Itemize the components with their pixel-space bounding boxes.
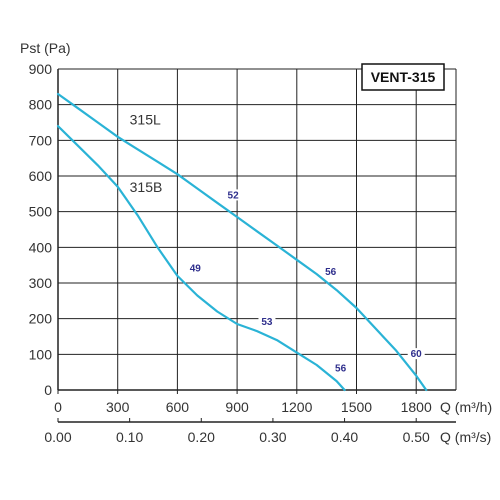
title-box xyxy=(361,63,445,91)
point-label-bg xyxy=(407,348,425,360)
noise-level-label: 56 xyxy=(325,267,337,278)
x-axis-label: Q (m³/h) xyxy=(440,399,492,415)
x2-tick-label: 0.20 xyxy=(188,429,215,445)
y-tick-label: 900 xyxy=(29,61,53,77)
noise-level-label: 49 xyxy=(190,264,202,275)
axes: 0 100 200 300 400 500 600 700 800 900 0 300 600 900 12… xyxy=(29,61,456,445)
y-tick-label: 300 xyxy=(29,275,53,291)
y-tick-label: 600 xyxy=(29,168,53,184)
series-line-315l xyxy=(56,92,428,392)
y-tick-label: 200 xyxy=(29,311,53,327)
noise-level-label: 53 xyxy=(261,317,273,328)
y-axis-label: Pst (Pa) xyxy=(20,40,71,56)
x-tick-label: 300 xyxy=(106,399,130,415)
x2-tick-label: 0.00 xyxy=(44,429,71,445)
point-label-bg xyxy=(322,266,340,278)
x2-tick-label: 0.30 xyxy=(259,429,286,445)
noise-level-label: 56 xyxy=(335,363,347,374)
point-label-bg xyxy=(224,189,242,201)
point-label-bg xyxy=(186,262,204,274)
x2-tick-label: 0.40 xyxy=(331,429,358,445)
y-tick-label: 0 xyxy=(44,382,52,398)
x-tick-label: 900 xyxy=(225,399,249,415)
point-label-bg xyxy=(258,316,276,328)
y-tick-label: 700 xyxy=(29,132,53,148)
series-layer: 315L 52 56 60 315B 49 53 56 xyxy=(56,92,428,392)
y-tick-label: 800 xyxy=(29,97,53,113)
x-tick-label: 600 xyxy=(166,399,190,415)
series-line-315b xyxy=(56,124,346,392)
grid xyxy=(58,68,457,390)
series-label-315l: 315L xyxy=(130,111,161,127)
x2-axis-label: Q (m³/s) xyxy=(440,429,491,445)
x2-tick-label: 0.50 xyxy=(403,429,430,445)
x-tick-label: 1200 xyxy=(281,399,312,415)
chart-title: VENT-315 xyxy=(371,69,436,85)
y-tick-label: 500 xyxy=(29,204,53,220)
noise-level-label: 52 xyxy=(228,190,240,201)
point-label-bg xyxy=(332,362,350,374)
x2-tick-label: 0.10 xyxy=(116,429,143,445)
x-tick-label: 1500 xyxy=(341,399,372,415)
title-layer: VENT-315 xyxy=(361,63,445,91)
noise-level-label: 60 xyxy=(411,349,423,360)
series-label-315b: 315B xyxy=(130,179,163,195)
x-tick-label: 1800 xyxy=(401,399,432,415)
y-tick-label: 100 xyxy=(29,346,53,362)
y-tick-label: 400 xyxy=(29,239,53,255)
x-tick-label: 0 xyxy=(54,399,62,415)
